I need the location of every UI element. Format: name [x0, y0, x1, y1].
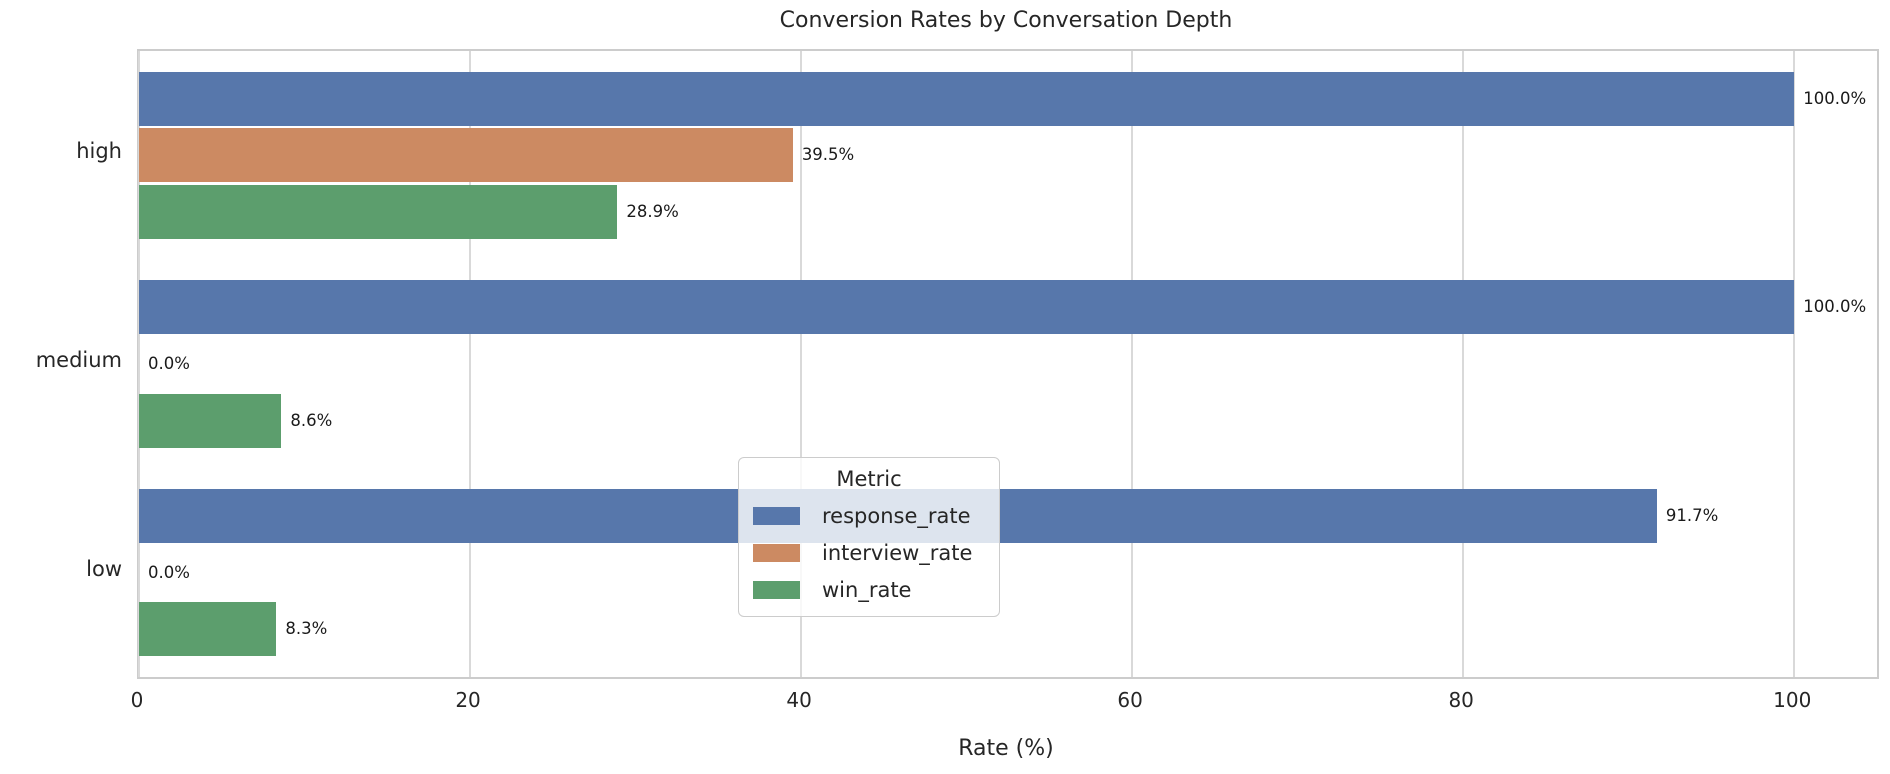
legend: Metric response_rate interview_rate win_ra… — [738, 457, 1000, 617]
grid-line — [1793, 51, 1796, 677]
x-tick-label-60: 60 — [1117, 688, 1143, 712]
x-tick-label-80: 80 — [1448, 688, 1474, 712]
bar-value-label: 91.7% — [1665, 505, 1719, 525]
bar-value-label: 0.0% — [148, 562, 190, 582]
y-tick-label-high: high — [76, 139, 122, 164]
legend-items: response_rate interview_rate win_rate — [739, 497, 999, 608]
x-tick-label-0: 0 — [130, 688, 144, 712]
bar-value-label: 8.6% — [290, 410, 333, 430]
grid-line — [138, 51, 140, 677]
bar-win_rate-high — [139, 185, 618, 240]
grid-line — [1462, 51, 1465, 677]
bar-response_rate-high — [139, 71, 1795, 126]
legend-title: Metric — [836, 467, 902, 491]
legend-item-label: interview_rate — [822, 540, 973, 565]
legend-swatch-response_rate — [753, 506, 800, 525]
x-tick-label-100: 100 — [1773, 688, 1812, 712]
bar-response_rate-medium — [139, 280, 1795, 335]
legend-swatch-interview_rate — [753, 543, 800, 562]
bar-value-label: 28.9% — [626, 202, 679, 222]
bar-value-label: 8.3% — [285, 619, 328, 639]
x-tick-label-40: 40 — [786, 688, 812, 712]
legend-item-label: win_rate — [822, 577, 912, 602]
bar-value-label: 0.0% — [148, 354, 190, 373]
x-axis-label: Rate (%) — [958, 736, 1054, 761]
legend-item-interview_rate: interview_rate — [739, 534, 999, 571]
plot-area: 100.0% 39.5% 28.9% 100.0% 0.0% 8.6% 91.7% 0.0% 8… — [137, 49, 1879, 679]
y-tick-label-medium: medium — [35, 348, 122, 372]
grid-line — [1131, 51, 1134, 677]
x-tick-label-20: 20 — [455, 688, 481, 712]
bar-interview_rate-high — [139, 128, 793, 183]
chart-title: Conversion Rates by Conversation Depth — [779, 8, 1233, 33]
bar-value-label: 100.0% — [1803, 88, 1867, 108]
bar-win_rate-medium — [139, 393, 282, 448]
legend-item-response_rate: response_rate — [739, 497, 999, 534]
legend-item-win_rate: win_rate — [739, 571, 999, 608]
grid-line — [469, 51, 472, 677]
legend-item-label: response_rate — [822, 503, 971, 528]
bar-value-label: 39.5% — [801, 145, 855, 165]
bar-value-label: 100.0% — [1803, 297, 1867, 317]
legend-swatch-win_rate — [753, 580, 800, 599]
y-tick-label-low: low — [86, 556, 122, 581]
grid-line — [800, 51, 803, 677]
bar-win_rate-low — [139, 602, 277, 657]
